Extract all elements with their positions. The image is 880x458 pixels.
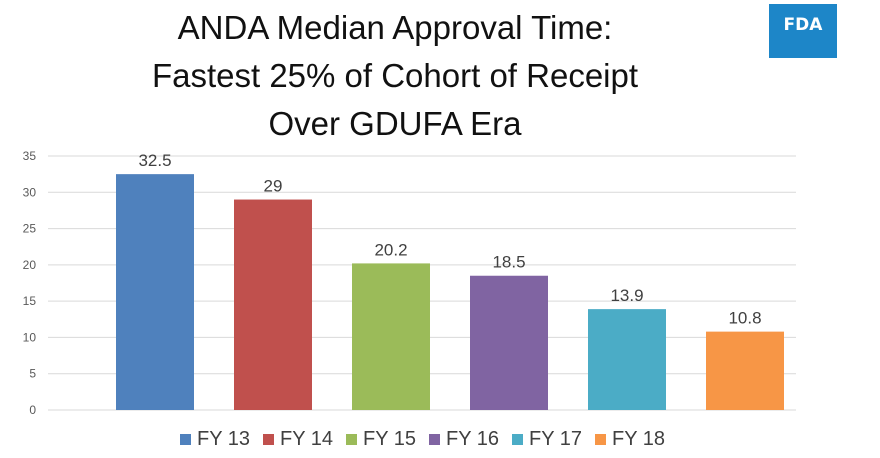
legend-swatch bbox=[512, 434, 523, 445]
y-axis-ticks: 0 5 10 15 20 25 30 35 bbox=[23, 149, 37, 417]
bar-value-label: 13.9 bbox=[610, 286, 643, 305]
legend-item: FY 15 bbox=[346, 428, 416, 451]
chart-title-line-1: ANDA Median Approval Time: bbox=[177, 9, 613, 46]
legend-item: FY 17 bbox=[512, 428, 582, 451]
bar bbox=[588, 309, 666, 410]
y-tick-label: 25 bbox=[23, 222, 37, 236]
chart-title-line-2: Fastest 25% of Cohort of Receipt bbox=[151, 57, 639, 94]
legend-swatch bbox=[263, 434, 274, 445]
y-tick-label: 20 bbox=[23, 258, 37, 272]
legend-swatch bbox=[346, 434, 357, 445]
legend-swatch bbox=[429, 434, 440, 445]
legend-swatch bbox=[180, 434, 191, 445]
y-tick-label: 0 bbox=[29, 403, 36, 417]
bar-value-label: 29 bbox=[264, 177, 283, 196]
bar bbox=[470, 275, 548, 410]
bar-value-label: 10.8 bbox=[728, 309, 761, 328]
y-tick-label: 35 bbox=[23, 149, 37, 163]
y-tick-label: 10 bbox=[23, 330, 37, 344]
y-tick-label: 30 bbox=[23, 185, 37, 199]
bar-value-label: 18.5 bbox=[492, 253, 525, 272]
bar bbox=[234, 199, 312, 410]
chart-legend: FY 13 FY 14 FY 15 FY 16 FY 17 FY 18 bbox=[180, 428, 678, 451]
data-labels: 32.5 29 20.2 18.5 13.9 10.8 bbox=[138, 151, 761, 327]
bar bbox=[706, 331, 784, 410]
fda-logo: FDA bbox=[769, 4, 837, 58]
y-tick-label: 5 bbox=[29, 367, 36, 381]
legend-item: FY 18 bbox=[595, 428, 665, 451]
chart-title: ANDA Median Approval Time: Fastest 25% o… bbox=[60, 4, 730, 148]
chart-title-line-3: Over GDUFA Era bbox=[268, 105, 522, 142]
legend-label: FY 14 bbox=[280, 428, 333, 450]
legend-swatch bbox=[595, 434, 606, 445]
legend-label: FY 17 bbox=[529, 428, 582, 450]
bar bbox=[352, 263, 430, 410]
legend-item: FY 14 bbox=[263, 428, 333, 451]
bar bbox=[116, 174, 194, 410]
bar-value-label: 20.2 bbox=[374, 240, 407, 259]
y-tick-label: 15 bbox=[23, 294, 37, 308]
legend-item: FY 13 bbox=[180, 428, 250, 451]
fda-logo-text: FDA bbox=[783, 15, 823, 35]
bars bbox=[116, 174, 784, 410]
legend-item: FY 16 bbox=[429, 428, 499, 451]
legend-label: FY 15 bbox=[363, 428, 416, 450]
legend-label: FY 18 bbox=[612, 428, 665, 450]
legend-label: FY 13 bbox=[197, 428, 250, 450]
legend-label: FY 16 bbox=[446, 428, 499, 450]
bar-value-label: 32.5 bbox=[138, 151, 171, 170]
